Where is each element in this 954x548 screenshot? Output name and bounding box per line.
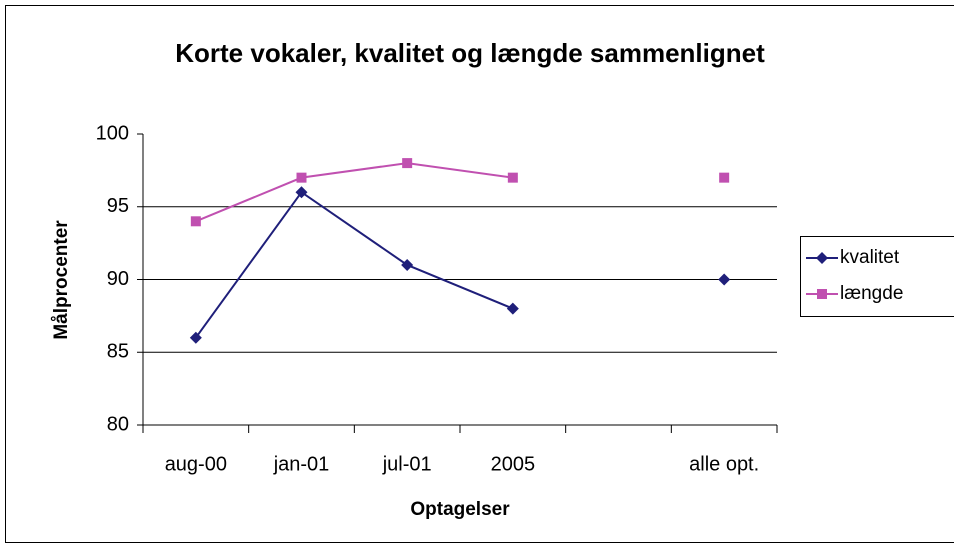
legend-marker <box>816 252 828 264</box>
marker <box>719 172 730 183</box>
marker <box>296 172 307 183</box>
legend-label: kvalitet <box>840 247 900 268</box>
x-axis-label: Optagelser <box>410 499 510 520</box>
legend-label: længde <box>840 283 903 304</box>
marker <box>506 302 519 315</box>
chart-title: Korte vokaler, kvalitet og længde sammen… <box>175 38 765 68</box>
chart-border <box>5 5 954 543</box>
y-tick-label: 90 <box>107 268 129 290</box>
x-tick-label: alle opt. <box>689 453 759 475</box>
y-tick-label: 80 <box>107 413 129 435</box>
marker <box>295 186 308 199</box>
marker <box>402 158 413 169</box>
x-tick-label: aug-00 <box>165 453 227 475</box>
series-line <box>195 162 513 223</box>
y-axis-label: Målprocenter <box>51 220 72 340</box>
marker <box>189 331 202 344</box>
y-tick-label: 85 <box>107 341 129 363</box>
legend-box <box>800 236 954 317</box>
marker <box>190 216 201 227</box>
marker <box>507 172 518 183</box>
x-tick-label: jan-01 <box>273 453 330 475</box>
series-line <box>195 190 514 339</box>
legend-marker <box>817 289 827 299</box>
marker <box>401 258 414 271</box>
x-tick-label: jul-01 <box>382 453 432 475</box>
marker <box>718 273 731 286</box>
y-tick-label: 95 <box>107 195 129 217</box>
y-tick-label: 100 <box>96 122 129 144</box>
x-tick-label: 2005 <box>491 453 536 475</box>
